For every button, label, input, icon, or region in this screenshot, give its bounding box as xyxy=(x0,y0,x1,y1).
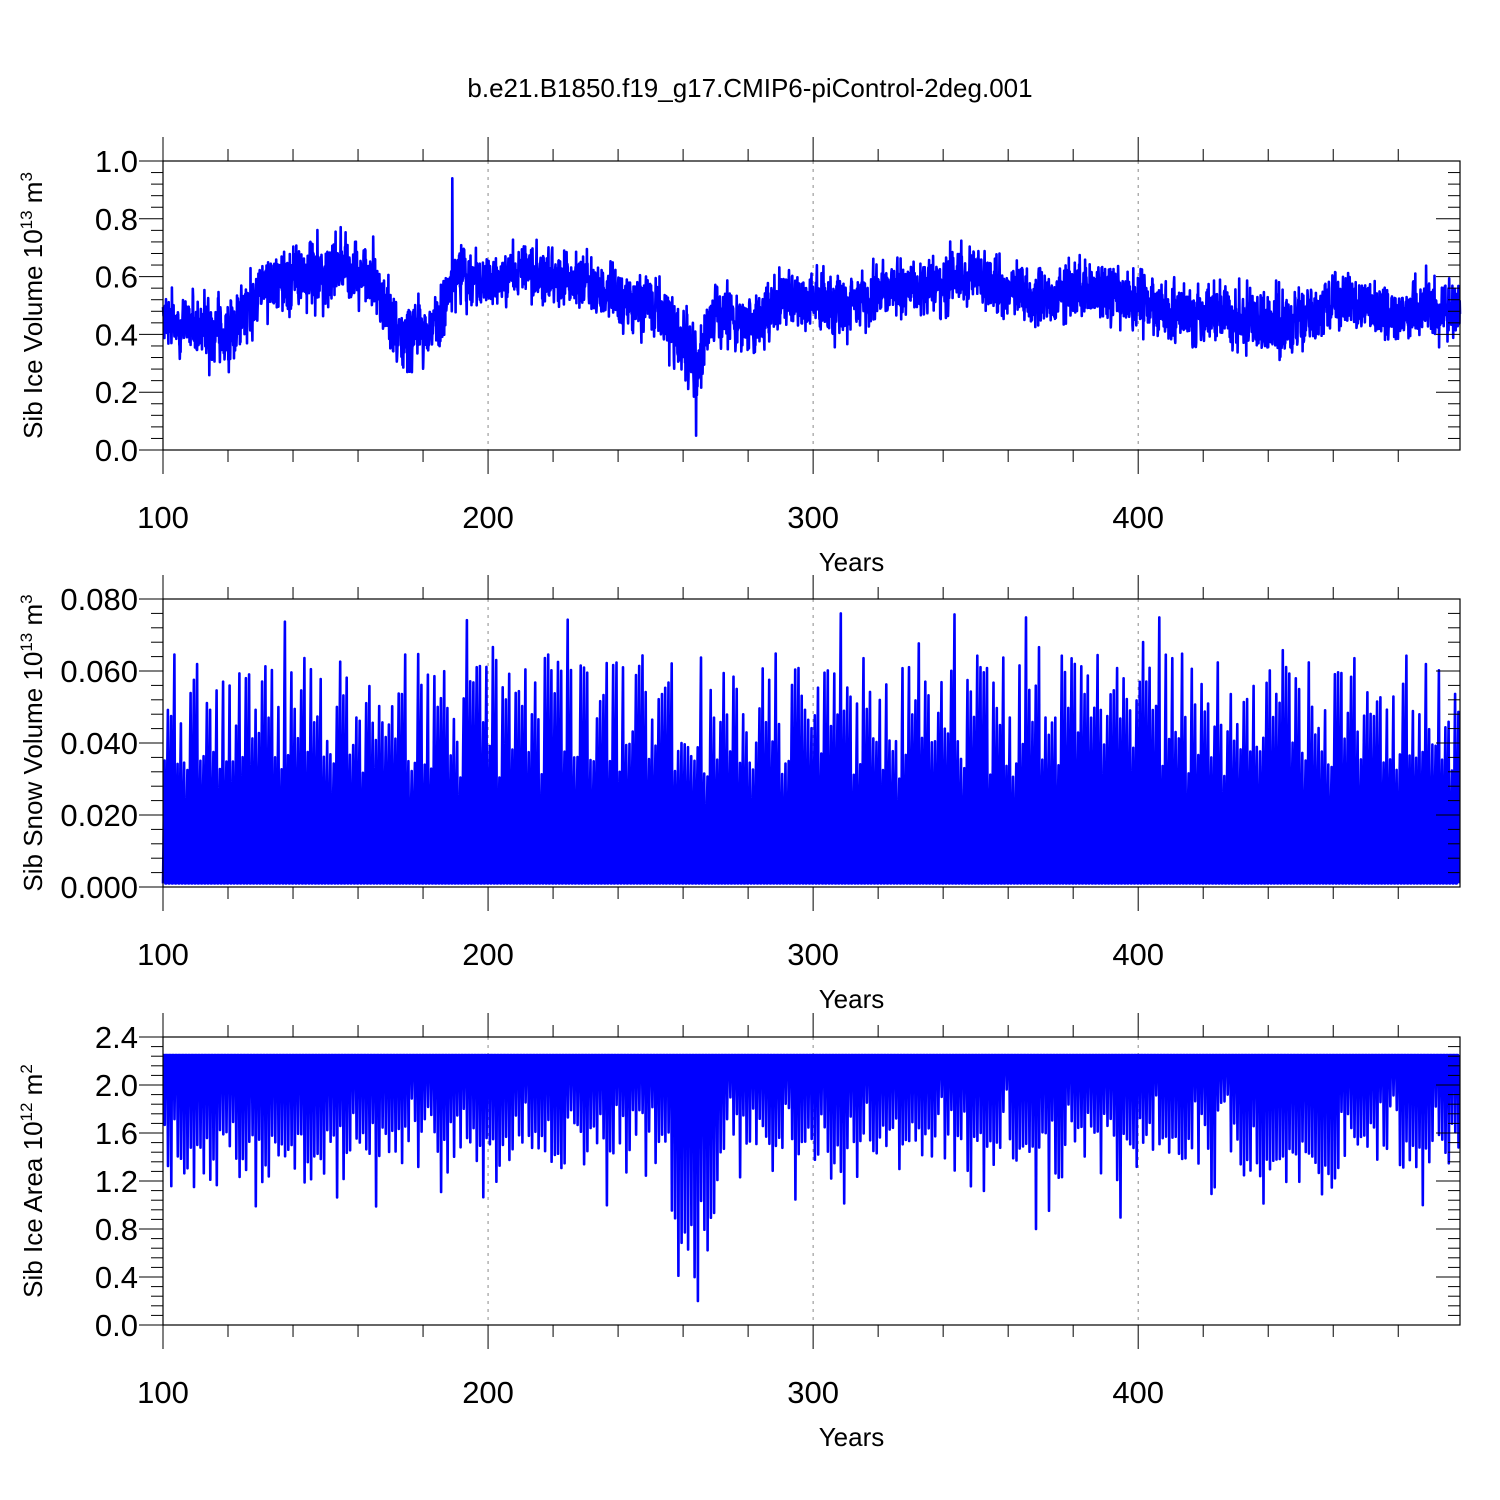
y-tick-label-0.060: 0.060 xyxy=(60,654,138,689)
y-axis-title-unit: m xyxy=(18,604,48,633)
y-axis-title-unit: m xyxy=(18,182,48,211)
y-tick-label-0.0: 0.0 xyxy=(95,433,138,468)
y-tick-label-0.4: 0.4 xyxy=(95,317,138,352)
y-axis-title-text: Sib Ice Area 10 xyxy=(18,1121,48,1297)
y-tick-label-0.020: 0.020 xyxy=(60,798,138,833)
x-tick-label-100: 100 xyxy=(137,937,189,972)
x-axis-title: Years xyxy=(819,547,885,577)
y-tick-label-0.080: 0.080 xyxy=(60,582,138,617)
x-tick-label-300: 300 xyxy=(787,937,839,972)
series-line-sib-ice-volume xyxy=(161,177,1462,437)
panel-ice-volume: 100 200 300 400 0.0 0.2 0.4 0.6 0.8 1.0 Years Sib I… xyxy=(17,137,1462,577)
y-axis-title: Sib Ice Area 1012 m2 xyxy=(17,1064,48,1298)
y-axis-title-unit-exponent: 3 xyxy=(17,172,36,181)
x-axis-title: Years xyxy=(819,984,885,1014)
y-tick-label-0.8: 0.8 xyxy=(95,202,138,237)
y-tick-label-0.0: 0.0 xyxy=(95,1308,138,1343)
series-line-sib-snow-volume xyxy=(161,612,1461,885)
y-tick-label-0.2: 0.2 xyxy=(95,375,138,410)
y-tick-label-1.2: 1.2 xyxy=(95,1164,138,1199)
y-axis-title-exponent: 13 xyxy=(17,210,36,229)
y-tick-label-2.4: 2.4 xyxy=(95,1020,138,1055)
y-tick-label-1.6: 1.6 xyxy=(95,1116,138,1151)
x-tick-label-200: 200 xyxy=(462,937,514,972)
y-axis-title-text: Sib Ice Volume 10 xyxy=(18,229,48,439)
x-tick-label-100: 100 xyxy=(137,1375,189,1410)
y-tick-label-2.0: 2.0 xyxy=(95,1068,138,1103)
series-line-sib-ice-area xyxy=(162,1053,1461,1303)
x-tick-label-400: 400 xyxy=(1112,937,1164,972)
x-tick-label-400: 400 xyxy=(1112,500,1164,535)
y-axis-title: Sib Ice Volume 1013 m3 xyxy=(17,172,48,439)
figure-title: b.e21.B1850.f19_g17.CMIP6-piControl-2deg… xyxy=(467,73,1032,103)
y-tick-label-0.000: 0.000 xyxy=(60,870,138,905)
y-tick-label-0.040: 0.040 xyxy=(60,726,138,761)
y-axis-title-unit: m xyxy=(18,1074,48,1103)
x-tick-label-100: 100 xyxy=(137,500,189,535)
x-axis-title: Years xyxy=(819,1422,885,1452)
y-axis-title-exponent: 13 xyxy=(17,633,36,652)
y-tick-label-0.8: 0.8 xyxy=(95,1212,138,1247)
plot-frame xyxy=(162,160,1461,451)
panel-ice-area: 100 200 300 400 0.0 0.4 0.8 1.2 1.6 2.0 2.4 Years Si… xyxy=(17,1013,1461,1452)
panel-snow-volume: 100 200 300 400 0.000 0.020 0.040 0.060 0.080 Yea… xyxy=(17,575,1461,1014)
y-tick-label-0.6: 0.6 xyxy=(95,260,138,295)
x-tick-label-200: 200 xyxy=(462,1375,514,1410)
x-tick-label-400: 400 xyxy=(1112,1375,1164,1410)
x-tick-label-300: 300 xyxy=(787,1375,839,1410)
x-tick-label-300: 300 xyxy=(787,500,839,535)
y-axis-title-unit-exponent: 3 xyxy=(17,594,36,603)
x-tick-label-200: 200 xyxy=(462,500,514,535)
y-tick-label-0.4: 0.4 xyxy=(95,1260,138,1295)
y-axis-title-unit-exponent: 2 xyxy=(17,1064,36,1073)
y-axis-title-text: Sib Snow Volume 10 xyxy=(18,652,48,892)
y-axis-title-exponent: 12 xyxy=(17,1103,36,1122)
y-tick-label-1.0: 1.0 xyxy=(95,144,138,179)
y-axis-title: Sib Snow Volume 1013 m3 xyxy=(17,594,48,891)
